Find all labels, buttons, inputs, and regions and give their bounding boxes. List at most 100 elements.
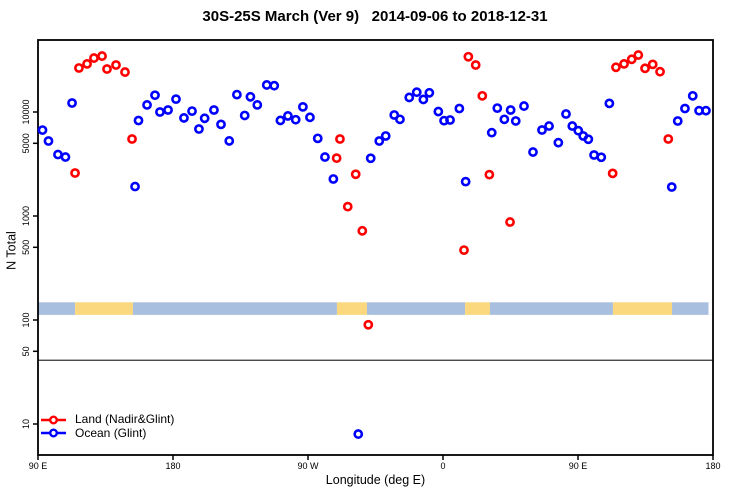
y-tick-label: 100	[21, 312, 31, 327]
ocean-point	[433, 106, 444, 117]
land-point	[505, 217, 515, 227]
ocean-point	[199, 113, 210, 124]
ocean-point	[290, 114, 301, 125]
ocean-point	[53, 149, 63, 160]
ocean-point	[150, 90, 160, 101]
land-point	[633, 50, 644, 60]
x-tick-label: 90 E	[29, 461, 48, 471]
x-tick-label: 180	[165, 461, 180, 471]
ocean-point	[130, 181, 140, 192]
land-point	[484, 169, 495, 180]
ocean-point	[269, 80, 280, 91]
land-point	[459, 245, 469, 256]
land-point	[331, 153, 342, 164]
land-point	[102, 64, 112, 74]
ocean-point	[454, 103, 465, 114]
land-point	[350, 169, 361, 180]
ocean-point	[224, 136, 235, 146]
ocean-point	[275, 115, 286, 126]
ocean-point	[687, 90, 698, 101]
ocean-point	[445, 115, 455, 125]
y-tick-label: 10	[21, 419, 31, 429]
legend-ocean-symbol	[41, 428, 66, 438]
band-segment-ocean	[489, 302, 613, 315]
ocean-point	[374, 136, 385, 146]
legend-land-label: Land (Nadir&Glint)	[75, 412, 175, 427]
legend-item-land: Land (Nadir&Glint)	[40, 413, 174, 427]
ocean-point	[43, 136, 54, 146]
legend-item-ocean: Ocean (Glint)	[40, 426, 174, 441]
ocean-point	[142, 100, 152, 110]
y-tick-label: 1000	[21, 206, 31, 226]
x-tick-label: 180	[705, 461, 720, 471]
ocean-point	[320, 152, 330, 162]
ocean-point	[666, 182, 677, 192]
land-point	[363, 319, 374, 330]
ocean-point	[37, 125, 48, 135]
ocean-point	[701, 105, 711, 116]
land-point	[120, 67, 130, 77]
ocean-point	[297, 101, 308, 112]
ocean-point	[312, 133, 323, 144]
ocean-point	[528, 147, 538, 157]
ocean-point	[261, 80, 272, 90]
ocean-point	[328, 174, 339, 184]
ocean-point	[187, 106, 197, 117]
ocean-point	[573, 125, 584, 136]
band-segment-ocean	[672, 302, 709, 315]
y-tick-label: 10000	[21, 99, 31, 124]
land-point	[607, 168, 618, 179]
ocean-point	[179, 113, 189, 123]
band-segment-ocean	[38, 302, 76, 315]
legend-land-symbol	[41, 415, 66, 425]
land-point	[357, 225, 368, 236]
ocean-point	[460, 176, 471, 187]
ocean-point	[583, 134, 594, 145]
ocean-point	[604, 98, 615, 109]
land-point	[655, 66, 665, 77]
band-segment-land	[75, 302, 133, 315]
land-point	[647, 59, 658, 70]
ocean-point	[499, 114, 510, 125]
land-point	[74, 63, 84, 73]
ocean-point	[544, 121, 554, 131]
land-point	[70, 168, 80, 178]
x-tick-label: 0	[440, 461, 445, 471]
x-tick-label: 90 W	[297, 461, 319, 471]
band-segment-ocean	[132, 302, 337, 315]
y-tick-label: 50	[21, 346, 31, 356]
ocean-point	[60, 152, 71, 162]
land-point	[640, 63, 650, 74]
land-point	[463, 51, 474, 62]
ocean-point	[216, 119, 226, 130]
land-point	[82, 59, 92, 69]
ocean-point	[680, 103, 690, 114]
y-tick-label: 500	[21, 240, 31, 255]
ocean-point	[596, 152, 607, 163]
ocean-point	[67, 98, 77, 108]
land-point	[477, 90, 488, 101]
ocean-point	[492, 103, 503, 114]
land-point	[127, 134, 137, 144]
ocean-point	[553, 137, 564, 148]
ocean-point	[155, 107, 165, 117]
ocean-point	[404, 92, 415, 103]
ocean-point	[537, 125, 547, 135]
ocean-point	[672, 116, 683, 126]
ocean-point	[194, 124, 204, 134]
land-point	[470, 60, 481, 70]
ocean-point	[171, 94, 181, 105]
ocean-point	[561, 109, 571, 119]
ocean-point	[510, 116, 521, 126]
ocean-point	[245, 91, 256, 102]
ocean-point	[505, 105, 516, 115]
x-axis-label: Longitude (deg E)	[325, 473, 426, 487]
y-tick-label: 5000	[21, 133, 31, 153]
land-point	[626, 54, 637, 65]
land-point	[97, 51, 107, 61]
land-point	[611, 62, 621, 73]
ocean-point	[239, 110, 250, 121]
ocean-point	[486, 127, 497, 138]
legend: Land (Nadir&Glint) Ocean (Glint)	[40, 413, 174, 440]
